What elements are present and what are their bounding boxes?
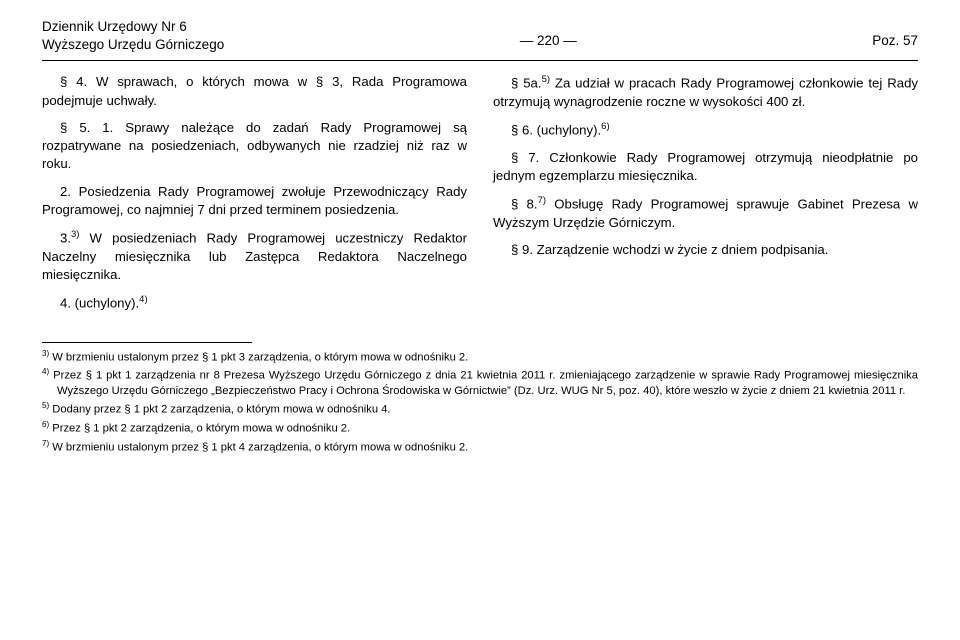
page-header: Dziennik Urzędowy Nr 6 Wyższego Urzędu G… <box>42 18 918 54</box>
header-rule <box>42 60 918 61</box>
paragraph: § 9. Zarządzenie wchodzi w życie z dniem… <box>493 241 918 259</box>
body-columns: § 4. W sprawach, o których mowa w § 3, R… <box>42 73 918 321</box>
paragraph: § 4. W sprawach, o których mowa w § 3, R… <box>42 73 467 109</box>
paragraph: § 7. Członkowie Rady Programowej otrzymu… <box>493 149 918 185</box>
header-page-number: — 220 — <box>520 18 577 50</box>
header-position: Poz. 57 <box>872 18 918 50</box>
paragraph: 3.3) W posiedzeniach Rady Programowej uc… <box>42 228 467 284</box>
paragraph: § 6. (uchylony).6) <box>493 120 918 140</box>
paragraph: 2. Posiedzenia Rady Programowej zwołuje … <box>42 183 467 219</box>
footnote: 5) Dodany przez § 1 pkt 2 zarządzenia, o… <box>42 401 918 418</box>
footnote: 7) W brzmieniu ustalonym przez § 1 pkt 4… <box>42 439 918 456</box>
header-authority: Wyższego Urzędu Górniczego <box>42 36 224 54</box>
header-journal: Dziennik Urzędowy Nr 6 <box>42 18 224 36</box>
footnote: 6) Przez § 1 pkt 2 zarządzenia, o którym… <box>42 420 918 437</box>
left-column: § 4. W sprawach, o których mowa w § 3, R… <box>42 73 467 321</box>
header-left: Dziennik Urzędowy Nr 6 Wyższego Urzędu G… <box>42 18 224 54</box>
footnote: 3) W brzmieniu ustalonym przez § 1 pkt 3… <box>42 349 918 366</box>
footnote: 4) Przez § 1 pkt 1 zarządzenia nr 8 Prez… <box>42 367 918 399</box>
paragraph: § 5a.5) Za udział w pracach Rady Program… <box>493 73 918 111</box>
right-column: § 5a.5) Za udział w pracach Rady Program… <box>493 73 918 321</box>
footnote-rule <box>42 342 252 343</box>
paragraph: § 5. 1. Sprawy należące do zadań Rady Pr… <box>42 119 467 174</box>
paragraph: 4. (uchylony).4) <box>42 293 467 313</box>
paragraph: § 8.7) Obsługę Rady Programowej sprawuje… <box>493 194 918 232</box>
page: Dziennik Urzędowy Nr 6 Wyższego Urzędu G… <box>0 0 960 468</box>
footnotes: 3) W brzmieniu ustalonym przez § 1 pkt 3… <box>42 349 918 456</box>
